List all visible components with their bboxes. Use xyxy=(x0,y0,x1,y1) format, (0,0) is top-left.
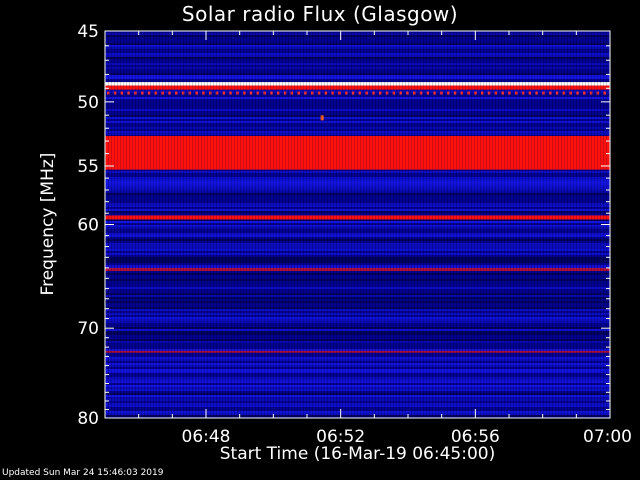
x-tick-label: 06:56 xyxy=(451,427,500,447)
x-tick-label: 06:52 xyxy=(316,427,365,447)
y-tick-label: 70 xyxy=(77,319,99,339)
y-tick-label: 60 xyxy=(77,216,99,236)
axes: 45 50 55 60 70 80 06:48 06:52 06:56 07:00 xyxy=(77,22,632,447)
y-tick-label: 80 xyxy=(77,409,99,429)
x-tick-label: 07:00 xyxy=(583,427,632,447)
chart-title: Solar radio Flux (Glasgow) xyxy=(181,2,459,26)
x-tick-label: 06:48 xyxy=(182,427,231,447)
y-tick-label: 45 xyxy=(77,22,99,42)
y-tick-label: 55 xyxy=(77,157,99,177)
plot-area xyxy=(105,31,610,418)
x-axis-label: Start Time (16-Mar-19 06:45:00) xyxy=(219,444,496,464)
vertical-texture xyxy=(105,31,610,418)
y-axis-label: Frequency [MHz] xyxy=(38,152,58,296)
updated-timestamp: Updated Sun Mar 24 15:46:03 2019 xyxy=(2,468,164,478)
y-tick-label: 50 xyxy=(77,93,99,113)
